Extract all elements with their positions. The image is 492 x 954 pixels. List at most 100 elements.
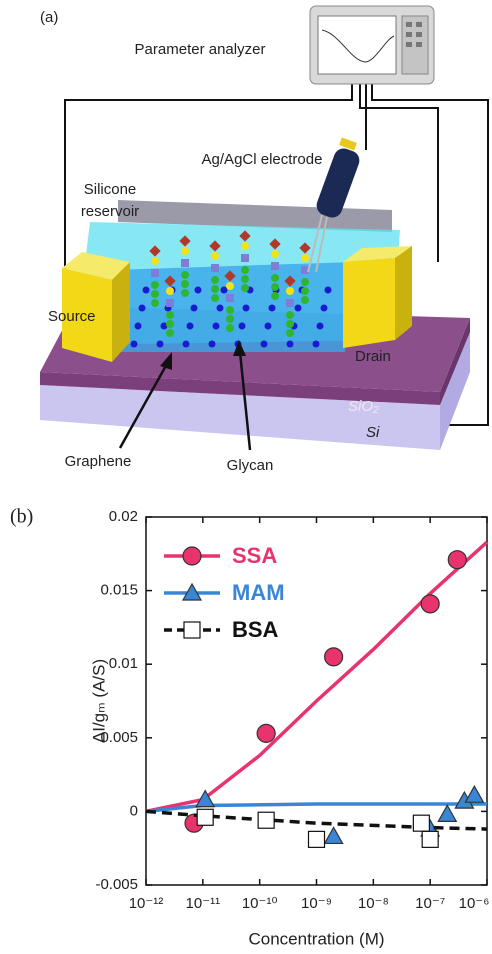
graphene-dot	[265, 323, 272, 330]
glycan-unit	[241, 266, 249, 274]
reservoir-label: Silicone	[84, 181, 137, 198]
graphene-dot	[183, 341, 190, 348]
data-point	[197, 809, 213, 825]
glycan-unit	[301, 287, 309, 295]
legend-label: MAM	[232, 580, 285, 605]
graphene-dot	[239, 323, 246, 330]
graphene-dot	[217, 305, 224, 312]
glycan-unit	[181, 259, 189, 267]
substrate-label: Si	[366, 424, 380, 441]
x-tick-label: 10⁻⁶	[459, 895, 490, 912]
legend-marker	[183, 547, 201, 565]
glycan-unit	[226, 294, 234, 302]
glycan-unit	[181, 271, 189, 279]
glycan-unit	[181, 280, 189, 288]
glycan-unit	[271, 283, 279, 291]
glycan-unit	[211, 252, 219, 260]
glycan-unit	[166, 287, 174, 295]
data-point	[465, 786, 483, 802]
data-point	[421, 595, 439, 613]
x-tick-label: 10⁻⁹	[301, 895, 332, 912]
glycan-unit	[301, 296, 309, 304]
glycan-unit	[211, 264, 219, 272]
data-point	[258, 812, 274, 828]
panel-label: (a)	[40, 9, 58, 26]
instrument	[310, 6, 434, 84]
glycan-unit	[151, 257, 159, 265]
glycan-unit	[241, 275, 249, 283]
instrument-label: Parameter analyzer	[135, 41, 266, 58]
glycan-unit	[286, 329, 294, 337]
graphene-dot	[131, 341, 138, 348]
glycan-unit	[211, 285, 219, 293]
panel-label: (b)	[10, 506, 33, 528]
graphene-dot	[213, 323, 220, 330]
legend-label: BSA	[232, 617, 279, 642]
x-tick-label: 10⁻⁷	[415, 895, 445, 912]
graphene-dot	[191, 305, 198, 312]
glycan-unit	[286, 320, 294, 328]
glycan-unit	[151, 290, 159, 298]
glycan-unit	[286, 287, 294, 295]
glycan-unit	[286, 311, 294, 319]
graphene-dot	[325, 287, 332, 294]
glycan-unit	[166, 311, 174, 319]
glycan-unit	[151, 281, 159, 289]
data-point	[325, 648, 343, 666]
glycan-unit	[226, 282, 234, 290]
glycan-label: Glycan	[227, 457, 274, 474]
data-point	[325, 827, 343, 843]
x-tick-label: 10⁻⁸	[358, 895, 389, 912]
glycan-unit	[271, 262, 279, 270]
data-point	[438, 805, 456, 821]
data-point	[448, 551, 466, 569]
graphene-dot	[143, 287, 150, 294]
glycan-unit	[286, 299, 294, 307]
glycan-unit	[241, 254, 249, 262]
glycan-unit	[271, 250, 279, 258]
graphene-dot	[187, 323, 194, 330]
glycan-unit	[301, 254, 309, 262]
graphene-dot	[243, 305, 250, 312]
oxide-label: SiO₂	[348, 398, 379, 415]
y-tick-label: 0.01	[109, 655, 138, 672]
x-tick-label: 10⁻¹⁰	[242, 895, 278, 912]
graphene-dot	[135, 323, 142, 330]
graphene-dot	[313, 341, 320, 348]
graphene-dot	[209, 341, 216, 348]
x-tick-label: 10⁻¹¹	[186, 895, 221, 912]
graphene-label: Graphene	[65, 453, 132, 470]
glycan-unit	[271, 274, 279, 282]
graphene-dot	[195, 287, 202, 294]
y-tick-label: 0	[130, 802, 138, 819]
reservoir-label: reservoir	[81, 203, 139, 220]
glycan-unit	[226, 324, 234, 332]
glycan-unit	[301, 278, 309, 286]
x-axis-label: Concentration (M)	[248, 929, 384, 948]
data-point	[422, 831, 438, 847]
graphene-dot	[261, 341, 268, 348]
glycan-unit	[181, 289, 189, 297]
graphene-dot	[157, 341, 164, 348]
y-tick-label: 0.02	[109, 508, 138, 525]
legend-marker	[184, 622, 200, 638]
data-point	[309, 831, 325, 847]
figure: (a) Parameter analyzer Ag/AgCl electrode	[0, 0, 492, 954]
x-tick-label: 10⁻¹²	[129, 895, 164, 912]
data-point	[413, 815, 429, 831]
glycan-unit	[226, 306, 234, 314]
glycan-unit	[211, 294, 219, 302]
graphene-dot	[269, 305, 276, 312]
glycan-unit	[241, 242, 249, 250]
glycan-unit	[151, 299, 159, 307]
y-axis-label: ΔI/gₘ (A/S)	[89, 659, 108, 743]
glycan-unit	[211, 276, 219, 284]
y-tick-label: 0.015	[100, 582, 138, 599]
graphene-dot	[139, 305, 146, 312]
graphene-dot	[287, 341, 294, 348]
glycan-unit	[166, 320, 174, 328]
electrode-label: Ag/AgCl electrode	[202, 151, 323, 168]
data-point	[257, 724, 275, 742]
glycan-unit	[271, 292, 279, 300]
